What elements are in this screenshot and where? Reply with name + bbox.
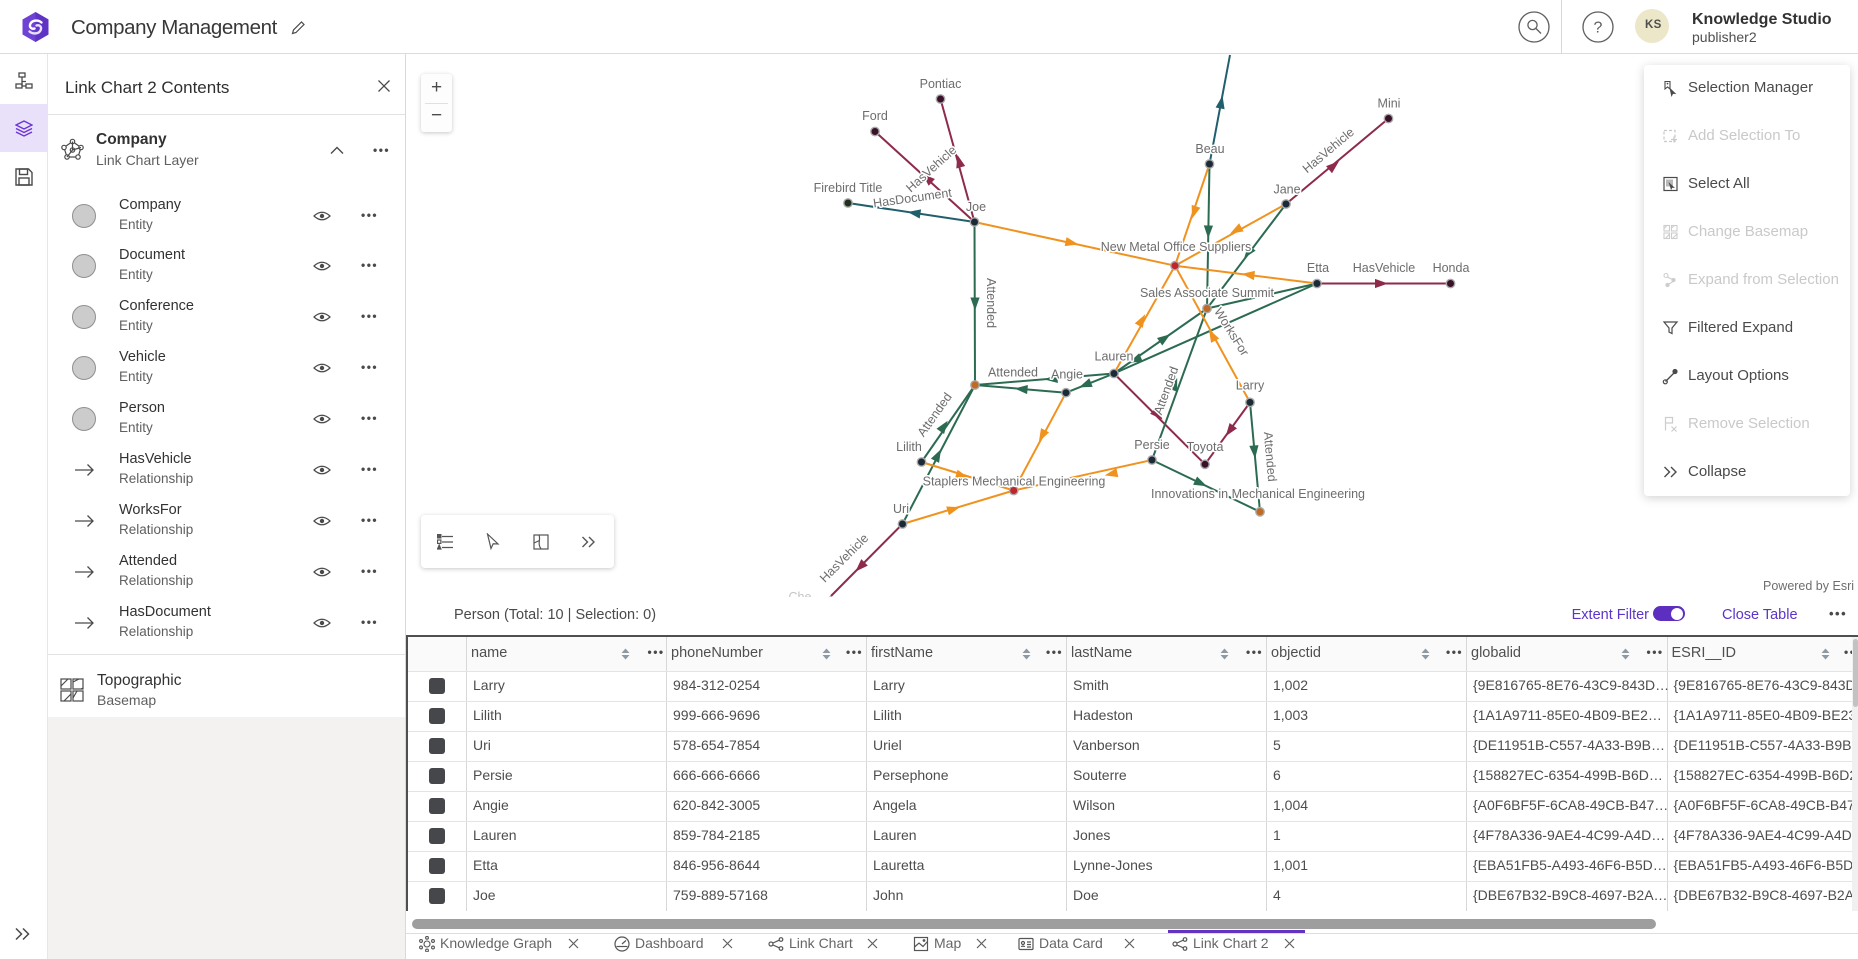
svg-text:HasVehicle: HasVehicle <box>1353 261 1416 275</box>
svg-text:Lauren: Lauren <box>1095 350 1134 364</box>
svg-text:Angie: Angie <box>1051 368 1083 382</box>
svg-text:Innovations in Mechanical Engi: Innovations in Mechanical Engineering <box>1151 487 1365 501</box>
svg-text:?: ? <box>1594 20 1603 37</box>
svg-text:Jane: Jane <box>1273 183 1300 197</box>
svg-text:Joe: Joe <box>966 200 986 214</box>
svg-text:Uri: Uri <box>893 502 909 516</box>
svg-text:Firebird Title: Firebird Title <box>814 181 883 195</box>
svg-text:Mini: Mini <box>1378 97 1401 111</box>
svg-text:Ford: Ford <box>862 109 888 123</box>
svg-text:New Metal Office Suppliers: New Metal Office Suppliers <box>1101 240 1252 254</box>
svg-text:Toyota: Toyota <box>1187 440 1224 454</box>
svg-text:Persie: Persie <box>1134 438 1169 452</box>
svg-text:Attended: Attended <box>915 390 955 439</box>
svg-text:Staplers Mechanical Engineerin: Staplers Mechanical Engineering <box>923 475 1106 489</box>
svg-text:WorksFor: WorksFor <box>1211 305 1251 358</box>
svg-text:Attended: Attended <box>1261 431 1279 482</box>
svg-text:Beau: Beau <box>1195 142 1224 156</box>
svg-text:Attended: Attended <box>988 366 1038 380</box>
svg-text:Pontiac: Pontiac <box>920 77 962 91</box>
svg-text:Sales Associate Summit: Sales Associate Summit <box>1140 286 1275 300</box>
svg-text:HasVehicle: HasVehicle <box>817 531 871 585</box>
svg-text:Etta: Etta <box>1307 261 1329 275</box>
svg-text:Honda: Honda <box>1433 261 1470 275</box>
svg-text:Larry: Larry <box>1236 379 1265 393</box>
svg-text:Lilith: Lilith <box>896 440 922 454</box>
svg-text:Attended: Attended <box>984 278 998 328</box>
